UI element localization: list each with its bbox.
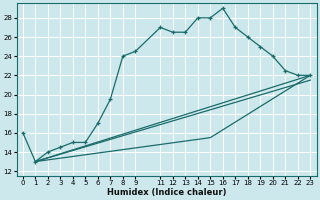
X-axis label: Humidex (Indice chaleur): Humidex (Indice chaleur) [107, 188, 226, 197]
